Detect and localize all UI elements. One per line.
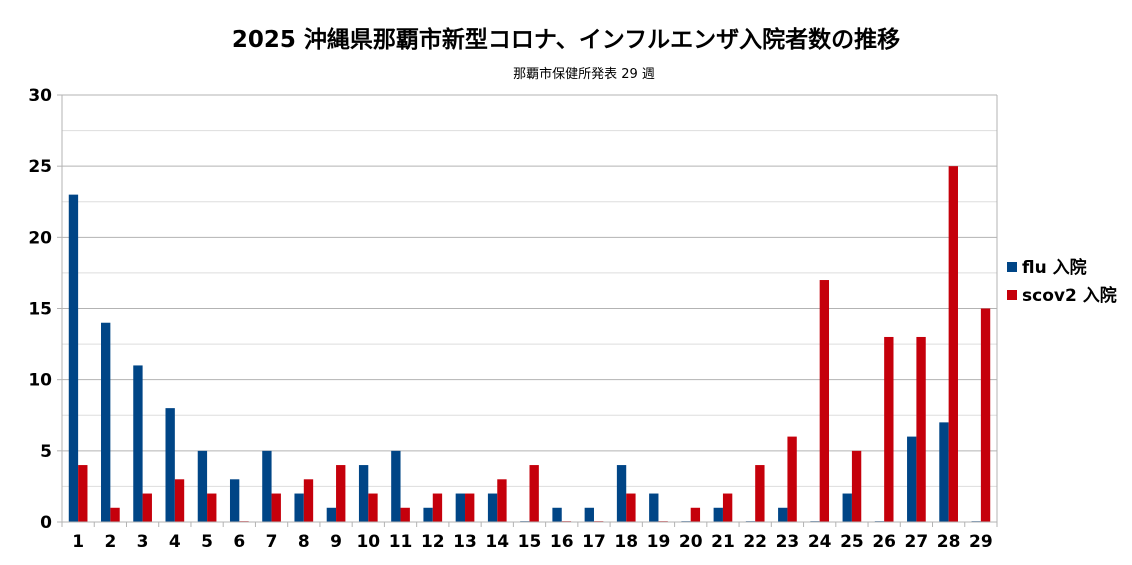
- bar-flu-13: [455, 493, 466, 522]
- x-tick-label: 13: [453, 532, 477, 552]
- bars: [68, 166, 991, 522]
- bar-scov2-7: [271, 493, 281, 522]
- x-tick-label: 10: [356, 532, 380, 552]
- x-tick-label: 9: [330, 532, 342, 552]
- legend-label: scov2 入院: [1022, 285, 1117, 306]
- bar-flu-9: [326, 507, 337, 522]
- bar-scov2-28: [948, 166, 958, 522]
- bar-scov2-29: [980, 308, 991, 522]
- bar-flu-1: [68, 194, 79, 522]
- y-tick-label: 10: [28, 371, 52, 391]
- x-tick-label: 24: [808, 532, 832, 552]
- bar-flu-25: [842, 493, 852, 522]
- x-tick-labels: 1 2 3 4 5 6 7 8 9 10 11 12 13 14 15 16 17 18 19 20 21 22 23 24 2…: [72, 532, 993, 552]
- x-tick-label: 17: [582, 532, 606, 552]
- y-tick-label: 25: [28, 157, 52, 177]
- bar-flu-21: [713, 507, 723, 522]
- bar-scov2-5: [207, 493, 217, 522]
- chart-title: 2025 沖縄県那覇市新型コロナ、インフルエンザ入院者数の推移: [232, 26, 900, 53]
- bar-flu-14: [487, 493, 498, 522]
- x-tick-label: 5: [201, 532, 213, 552]
- x-tick-label: 15: [518, 532, 542, 552]
- bar-flu-12: [423, 507, 433, 522]
- y-tick-label: 20: [28, 228, 52, 248]
- x-tick-label: 6: [233, 532, 245, 552]
- x-tick-label: 11: [389, 532, 413, 552]
- bar-flu-18: [616, 465, 627, 522]
- bar-scov2-21: [722, 493, 733, 522]
- bar-flu-4: [165, 408, 175, 522]
- bar-flu-7: [262, 450, 272, 522]
- x-tick-label: 20: [679, 532, 703, 552]
- bar-scov2-14: [497, 479, 507, 522]
- x-tick-label: 7: [266, 532, 278, 552]
- bar-flu-10: [358, 465, 369, 522]
- x-tick-label: 12: [421, 532, 445, 552]
- bar-scov2-25: [851, 450, 862, 522]
- bar-scov2-4: [174, 479, 185, 522]
- bar-scov2-23: [787, 436, 797, 522]
- bar-scov2-13: [465, 493, 475, 522]
- x-tick-label: 23: [776, 532, 800, 552]
- y-tick-label: 15: [28, 300, 52, 320]
- legend-swatch: [1007, 262, 1017, 272]
- y-tick-label: 0: [40, 513, 52, 533]
- bar-flu-27: [907, 436, 917, 522]
- x-tick-label: 3: [137, 532, 149, 552]
- bar-flu-11: [391, 450, 401, 522]
- bar-scov2-18: [626, 493, 636, 522]
- bar-flu-28: [939, 422, 949, 522]
- x-tick-label: 8: [298, 532, 310, 552]
- x-tick-label: 1: [72, 532, 84, 552]
- x-tick-label: 4: [169, 532, 181, 552]
- y-tick-labels: 0 5 10 15 20 25 30: [28, 86, 52, 533]
- bar-scov2-24: [819, 280, 830, 522]
- x-tick-label: 22: [743, 532, 767, 552]
- bar-flu-3: [133, 365, 143, 522]
- x-tick-label: 25: [840, 532, 864, 552]
- bar-scov2-9: [336, 465, 346, 522]
- x-tick-label: 28: [937, 532, 961, 552]
- bar-scov2-12: [432, 493, 443, 522]
- bar-flu-5: [197, 450, 208, 522]
- x-tick-label: 19: [647, 532, 671, 552]
- y-tick-label: 30: [28, 86, 52, 106]
- bar-flu-6: [229, 479, 240, 522]
- gridlines: [62, 94, 998, 523]
- x-tick-label: 27: [905, 532, 929, 552]
- x-tick-label: 18: [614, 532, 638, 552]
- x-tick-label: 26: [872, 532, 896, 552]
- bar-scov2-10: [368, 493, 378, 522]
- bar-scov2-1: [78, 465, 88, 522]
- bar-scov2-3: [142, 493, 152, 522]
- x-tick-label: 2: [104, 532, 116, 552]
- x-tick-label: 14: [485, 532, 509, 552]
- bar-scov2-11: [400, 507, 410, 522]
- legend-label: flu 入院: [1022, 257, 1087, 278]
- bar-scov2-22: [755, 465, 765, 522]
- bar-scov2-8: [303, 479, 314, 522]
- x-tick-label: 29: [969, 532, 993, 552]
- bar-scov2-2: [110, 507, 120, 522]
- bar-scov2-27: [916, 336, 926, 522]
- bar-flu-23: [778, 507, 788, 522]
- bar-flu-2: [101, 322, 111, 522]
- bar-scov2-26: [884, 336, 894, 522]
- bar-flu-17: [584, 507, 594, 522]
- bar-flu-19: [649, 493, 659, 522]
- bar-flu-8: [294, 493, 304, 522]
- x-tick-label: 16: [550, 532, 574, 552]
- legend-swatch: [1007, 290, 1017, 300]
- x-tick-label: 21: [711, 532, 735, 552]
- y-tick-label: 5: [40, 442, 52, 462]
- bar-flu-16: [552, 507, 562, 522]
- chart-subtitle: 那覇市保健所発表 29 週: [513, 66, 655, 82]
- bar-scov2-20: [690, 507, 701, 522]
- bar-scov2-15: [529, 465, 539, 522]
- legend: flu 入院 scov2 入院: [1007, 257, 1117, 306]
- axes: [57, 94, 998, 527]
